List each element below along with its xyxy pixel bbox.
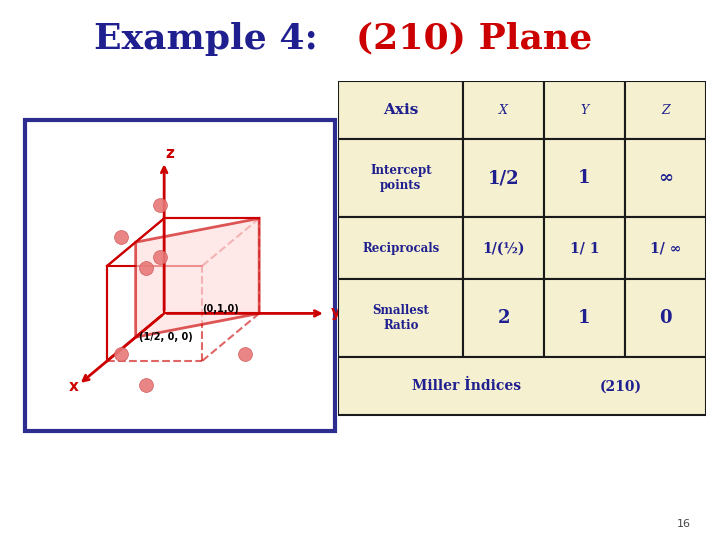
Bar <box>338 279 463 357</box>
Text: 16: 16 <box>678 519 691 529</box>
Bar <box>463 217 544 279</box>
Text: 1: 1 <box>578 169 590 187</box>
Text: 1/ 1: 1/ 1 <box>570 241 599 255</box>
Text: 0: 0 <box>659 309 672 327</box>
Text: 1/(½): 1/(½) <box>482 241 525 255</box>
Text: (1/2, 0, 0): (1/2, 0, 0) <box>139 332 192 342</box>
Text: 2: 2 <box>498 309 510 327</box>
Bar <box>338 357 706 415</box>
Bar <box>625 279 706 357</box>
Text: x: x <box>69 379 79 394</box>
Text: Intercept
points: Intercept points <box>370 164 431 192</box>
Bar <box>463 81 544 139</box>
Text: Y: Y <box>580 104 588 117</box>
Bar <box>338 139 463 217</box>
Text: z: z <box>166 146 175 161</box>
Bar <box>544 217 625 279</box>
Text: Smallest
Ratio: Smallest Ratio <box>372 304 429 332</box>
Bar <box>338 81 463 139</box>
Text: Axis: Axis <box>383 103 418 117</box>
Text: Reciprocals: Reciprocals <box>362 242 439 255</box>
Text: Miller İndices: Miller İndices <box>413 379 521 393</box>
Polygon shape <box>135 218 259 337</box>
Bar <box>544 81 625 139</box>
Bar <box>625 217 706 279</box>
Text: (210): (210) <box>600 379 642 393</box>
Text: X: X <box>499 104 508 117</box>
Text: 1: 1 <box>578 309 590 327</box>
Bar <box>463 139 544 217</box>
Text: ∞: ∞ <box>657 169 672 187</box>
Text: (0,1,0): (0,1,0) <box>202 304 239 314</box>
Bar <box>544 279 625 357</box>
Text: (210) Plane: (210) Plane <box>356 22 593 56</box>
Text: Z: Z <box>661 104 670 117</box>
Bar <box>625 139 706 217</box>
Bar <box>338 217 463 279</box>
Bar <box>544 139 625 217</box>
Bar <box>625 81 706 139</box>
Bar <box>463 279 544 357</box>
Text: 1/ ∞: 1/ ∞ <box>649 241 681 255</box>
Text: 1/2: 1/2 <box>488 169 519 187</box>
Text: Example 4:: Example 4: <box>94 22 330 56</box>
Text: y: y <box>330 305 341 320</box>
